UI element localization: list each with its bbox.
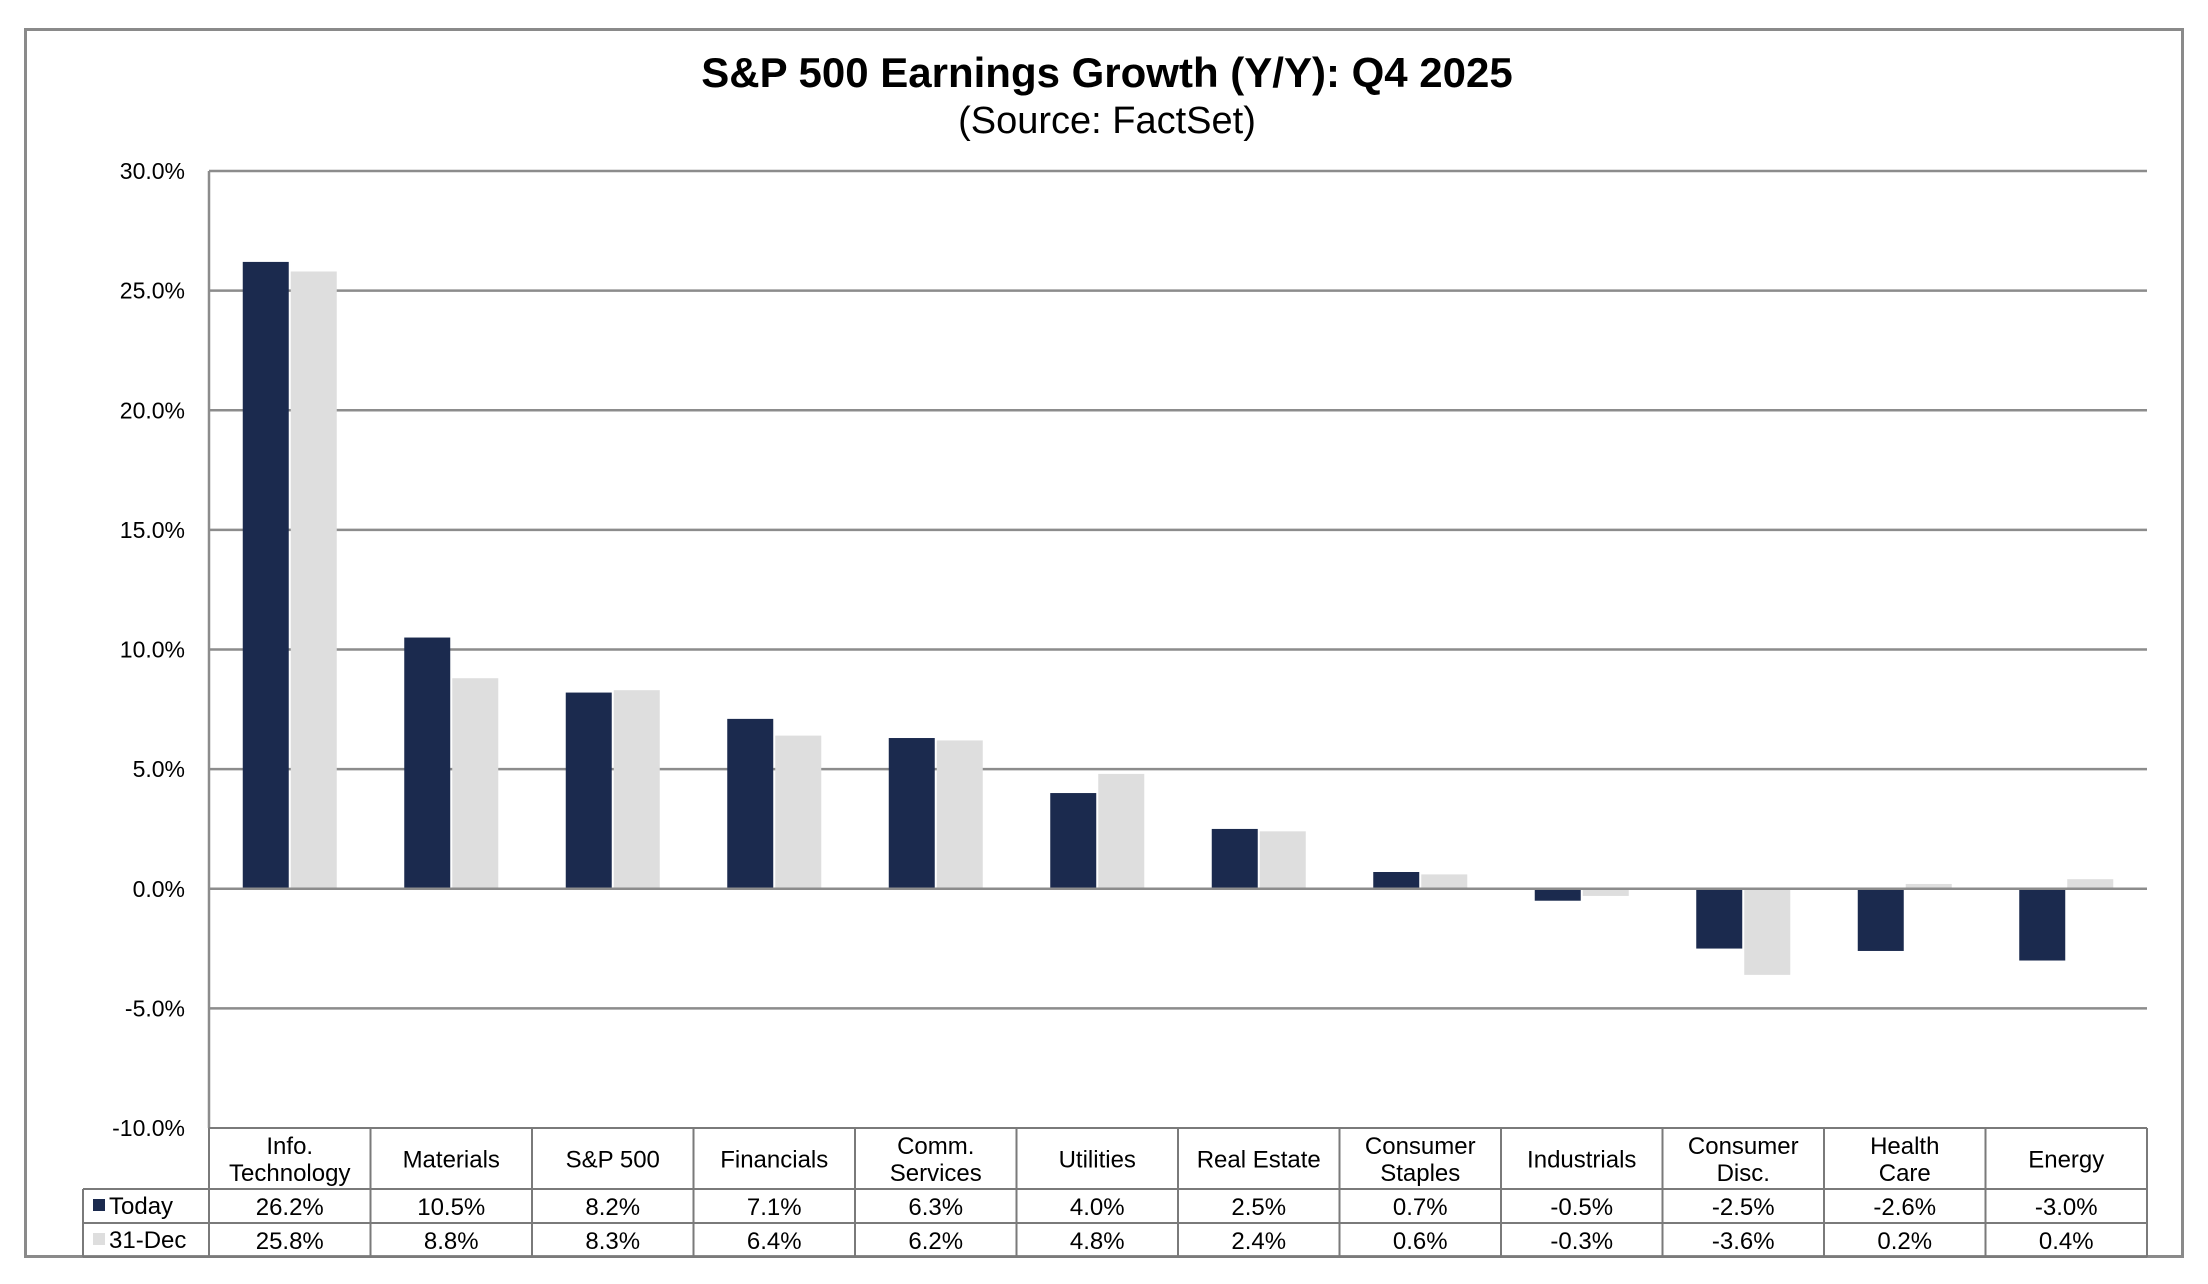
data-label: -0.3% [1550,1228,1613,1255]
bars [209,261,2147,975]
data-label: 0.7% [1393,1194,1448,1221]
bar-today [1211,828,1258,889]
bar-today [1534,888,1581,901]
data-label: 6.3% [908,1194,963,1221]
bar-31-dec [936,740,983,889]
bar-31-dec [1098,773,1145,889]
y-axis-ticks: 30.0% 25.0% 20.0% 15.0% 10.0% 5.0% 0.0% -5.0% -1… [112,158,185,1141]
bar-31-dec [1421,874,1468,889]
bar-31-dec [1582,888,1629,896]
data-label: -3.6% [1712,1228,1775,1255]
category-label: Financials [720,1147,828,1174]
y-tick-label: 30.0% [120,158,185,184]
bar-31-dec [1905,883,1952,889]
data-label: 2.4% [1231,1228,1286,1255]
category-label: Health [1870,1133,1939,1160]
bar-today [404,637,451,889]
data-label: 2.5% [1231,1194,1286,1221]
series-name: Today [109,1193,173,1220]
bar-today [1857,888,1904,951]
category-label: Care [1879,1160,1931,1187]
category-label: Staples [1380,1160,1460,1187]
data-label: 6.2% [908,1228,963,1255]
data-label: 6.4% [747,1228,802,1255]
category-label: Utilities [1059,1147,1136,1174]
y-tick-label: 0.0% [133,876,185,902]
category-label: Consumer [1365,1133,1476,1160]
y-tick-label: -10.0% [112,1115,185,1141]
category-label: Consumer [1688,1133,1799,1160]
data-label: 0.4% [2039,1228,2094,1255]
y-tick-label: 15.0% [120,517,185,543]
earnings-growth-chart: S&P 500 Earnings Growth (Y/Y): Q4 2025 (… [82,49,2148,1258]
category-label: Real Estate [1197,1147,1321,1174]
y-tick-label: 20.0% [120,397,185,423]
y-tick-label: 10.0% [120,637,185,663]
data-label: 26.2% [256,1194,324,1221]
chart-subtitle: (Source: FactSet) [958,100,1256,142]
chart-frame: S&P 500 Earnings Growth (Y/Y): Q4 2025 (… [24,28,2184,1258]
data-label: 7.1% [747,1194,802,1221]
bar-today [727,718,774,889]
data-label: 25.8% [256,1228,324,1255]
category-label: Comm. [897,1133,974,1160]
bar-31-dec [452,678,499,889]
bar-today [565,692,612,889]
data-label: -2.5% [1712,1194,1775,1221]
data-label: -3.0% [2035,1194,2098,1221]
bar-31-dec [290,271,337,889]
data-label: -2.6% [1873,1194,1936,1221]
data-label: 4.8% [1070,1228,1125,1255]
category-label: Disc. [1717,1160,1770,1187]
bar-31-dec [2067,879,2114,889]
category-label: Info. [266,1133,313,1160]
gridlines [207,169,2147,1128]
category-label: Services [890,1160,982,1187]
bar-today [1373,872,1420,889]
bar-today [1696,888,1743,949]
bar-31-dec [1744,888,1791,975]
bar-31-dec [613,690,660,889]
y-tick-label: 25.0% [120,278,185,304]
legend-key [93,1233,105,1245]
chart-title: S&P 500 Earnings Growth (Y/Y): Q4 2025 [701,49,1513,96]
data-label: 0.2% [1877,1228,1932,1255]
bar-today [888,738,935,889]
bar-today [242,261,289,889]
data-label: 0.6% [1393,1228,1448,1255]
data-label: 8.3% [585,1228,640,1255]
data-label: 8.2% [585,1194,640,1221]
data-table: Info.Technology Materials S&P 500 Financial… [82,1127,2148,1258]
bar-today [2019,888,2066,961]
category-label: Technology [229,1160,350,1187]
category-label: Industrials [1527,1147,1636,1174]
y-tick-label: 5.0% [133,756,185,782]
bar-31-dec [1259,831,1306,889]
legend-key [93,1199,105,1211]
category-label: Energy [2028,1147,2104,1174]
data-label: 10.5% [417,1194,485,1221]
y-tick-label: -5.0% [125,995,185,1021]
series-name: 31-Dec [109,1227,186,1254]
bar-today [1050,793,1097,889]
bar-31-dec [775,735,822,889]
category-label: Materials [403,1147,500,1174]
data-label: 4.0% [1070,1194,1125,1221]
data-label: -0.5% [1550,1194,1613,1221]
category-label: S&P 500 [566,1147,660,1174]
data-label: 8.8% [424,1228,479,1255]
